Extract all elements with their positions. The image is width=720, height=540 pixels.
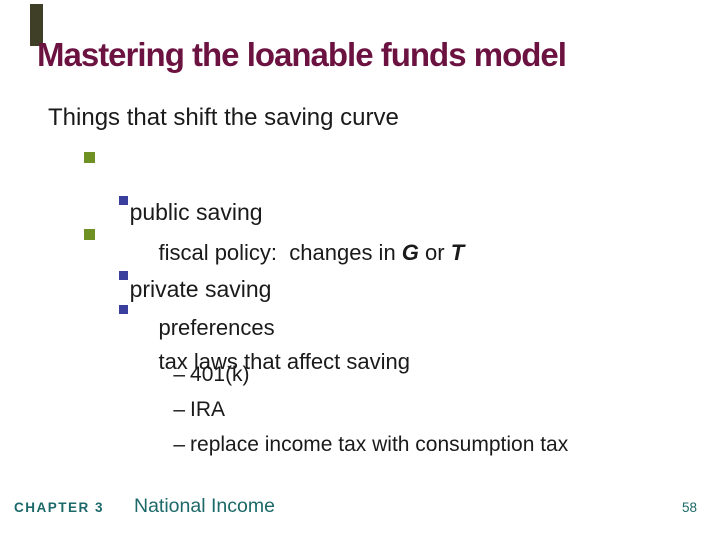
page-number: 58: [681, 500, 697, 515]
footer-chapter-label: CHAPTER 3: [14, 500, 105, 515]
dash-bullet-icon: –: [173, 433, 186, 456]
dash-item-label: 401(k): [190, 363, 250, 386]
dash-item-401k: –401(k): [150, 339, 250, 411]
bullet-item-private-saving: private saving: [84, 222, 272, 330]
bullet-item-tax-laws: tax laws that affect saving: [119, 297, 410, 401]
accent-bar: [30, 4, 43, 46]
bullet-item-label: private saving: [129, 276, 272, 302]
bullet-square-green-icon: [84, 229, 95, 240]
dash-item-label: replace income tax with consumption tax: [190, 433, 569, 456]
bullet-item-label: tax laws that affect saving: [158, 349, 410, 374]
bullet-item-label: preferences: [158, 315, 275, 340]
bullet-item-label: or: [418, 240, 451, 265]
body-heading: Things that shift the saving curve: [48, 104, 399, 131]
dash-bullet-icon: –: [173, 363, 186, 386]
variable-t: T: [450, 240, 465, 265]
bullet-square-green-icon: [84, 152, 95, 163]
variable-g: G: [401, 240, 419, 265]
footer-chapter-title: National Income: [134, 495, 275, 517]
bullet-item-label: public saving: [129, 199, 263, 225]
bullet-square-navy-icon: [119, 196, 128, 205]
dash-bullet-icon: –: [173, 398, 186, 421]
slide-title: Mastering the loanable funds model: [37, 36, 567, 73]
bullet-item-public-saving: public saving: [84, 145, 263, 253]
bullet-item-fiscal-policy: fiscal policy: changes in G or T: [119, 188, 465, 292]
bullet-square-navy-icon: [119, 305, 128, 314]
dash-item-replace-income-tax: – replace income tax with consumption tax: [150, 409, 568, 481]
dash-item-ira: – IRA: [150, 374, 225, 446]
bullet-item-preferences: preferences: [119, 263, 275, 367]
bullet-square-navy-icon: [119, 271, 128, 280]
bullet-item-label: fiscal policy: changes in: [158, 240, 402, 265]
dash-item-label: IRA: [190, 398, 226, 421]
